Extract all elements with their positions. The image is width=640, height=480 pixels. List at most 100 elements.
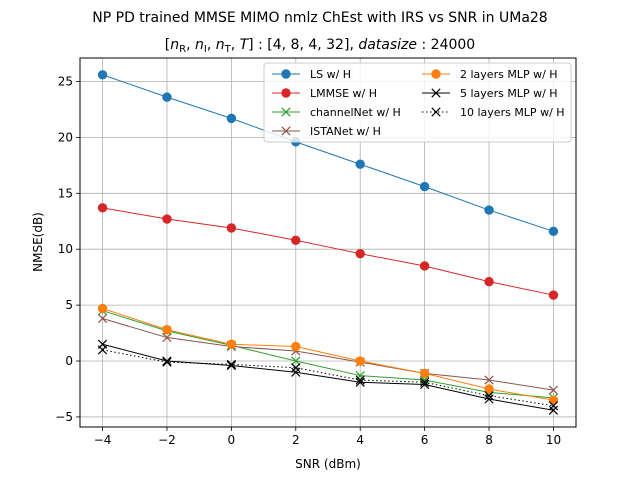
x-tick-label: 2 (292, 433, 300, 447)
series-line (102, 349, 554, 407)
data-point (162, 214, 172, 224)
data-point (162, 357, 172, 367)
data-point (548, 405, 559, 415)
legend-label: LMMSE w/ H (310, 87, 377, 100)
data-point (97, 313, 108, 324)
x-tick-label: 8 (485, 433, 493, 447)
legend-marker (281, 126, 291, 136)
legend-label: 10 layers MLP w/ H (460, 106, 565, 119)
data-point-stroke (419, 377, 430, 387)
data-point-stroke (484, 375, 494, 385)
data-point (97, 70, 108, 80)
legend-marker-stroke (431, 107, 441, 117)
data-point (226, 359, 237, 370)
data-point-stroke (162, 356, 172, 366)
data-point-stroke (291, 363, 301, 373)
legend-label: channelNet w/ H (310, 106, 401, 119)
data-point (355, 356, 365, 366)
legend-marker-stroke (281, 126, 291, 136)
plot-area (79, 57, 577, 428)
legend-marker-stroke (431, 88, 441, 98)
data-point-stroke (419, 375, 430, 385)
data-point-stroke (162, 332, 172, 343)
data-point (484, 384, 494, 394)
series-2 (97, 203, 559, 300)
data-point-stroke (162, 357, 172, 367)
data-point-stroke (548, 405, 559, 415)
y-tick-label: 10 (58, 242, 73, 256)
y-axis-label: NMSE(dB) (31, 212, 45, 272)
y-tick-label: −5 (55, 410, 73, 424)
x-tick-label: −4 (94, 433, 112, 447)
series-line (102, 310, 554, 399)
chart-subtitle: [nR, nI, nT, T] : [4, 8, 4, 32], datasiz… (165, 37, 475, 55)
data-point (162, 332, 172, 343)
series-line (102, 207, 554, 296)
data-point (419, 377, 430, 387)
data-point-stroke (291, 356, 301, 366)
data-point-stroke (355, 375, 365, 385)
data-point (355, 248, 365, 259)
data-point (548, 226, 559, 237)
data-point (226, 360, 237, 371)
data-point-stroke (419, 379, 430, 390)
data-point-stroke (226, 360, 237, 371)
legend-marker (431, 88, 441, 98)
x-axis-label: SNR (dBm) (295, 457, 361, 471)
data-point (484, 391, 494, 401)
data-point (97, 345, 108, 355)
legend-label: 5 layers MLP w/ H (460, 87, 558, 100)
data-point-stroke (355, 377, 365, 387)
legend-marker (431, 107, 441, 117)
series-7 (97, 345, 559, 411)
data-point (355, 370, 365, 381)
data-point (291, 341, 301, 352)
ticks: −4 −2 0 2 4 6 8 10 −5 0 5 10 15 20 25 (55, 74, 561, 447)
data-point (291, 367, 301, 377)
data-point (291, 356, 301, 366)
legend-label: LS w/ H (310, 68, 351, 81)
data-point-stroke (97, 313, 108, 324)
series-line (102, 74, 554, 232)
data-point (484, 205, 494, 215)
data-point (419, 368, 430, 379)
legend-marker-stroke (281, 107, 291, 117)
series-line (102, 318, 554, 391)
x-tick-label: 4 (356, 433, 364, 447)
legend-label: 2 layers MLP w/ H (460, 68, 558, 81)
data-point (226, 223, 237, 233)
data-point (548, 395, 559, 405)
x-tick-label: −2 (158, 433, 176, 447)
data-point (548, 401, 559, 411)
series-layer (97, 70, 559, 415)
data-point (97, 203, 108, 213)
data-point (548, 290, 559, 300)
data-point-stroke (548, 385, 559, 395)
legend-marker (431, 69, 441, 79)
legend: LS w/ H LMMSE w/ H channelNet w/ H ISTANet … (263, 62, 572, 143)
data-point (226, 339, 237, 349)
series-line (102, 307, 554, 401)
series-line (102, 343, 554, 411)
data-point-stroke (226, 359, 237, 370)
chart-title: NP PD trained MMSE MIMO nmlz ChEst with … (92, 10, 547, 26)
data-point (162, 356, 172, 366)
x-tick-label: 0 (228, 433, 236, 447)
data-point-stroke (291, 367, 301, 377)
legend-marker (281, 107, 291, 117)
y-tick-label: 25 (58, 74, 73, 88)
series-5 (97, 303, 559, 405)
data-point (355, 375, 365, 385)
data-point-stroke (548, 401, 559, 411)
data-point-stroke (355, 370, 365, 381)
legend-label: ISTANet w/ H (310, 125, 381, 138)
data-point-stroke (484, 391, 494, 401)
series-6 (97, 339, 559, 415)
y-tick-label: 15 (58, 186, 73, 200)
data-point (291, 235, 301, 245)
legend-box (263, 62, 572, 143)
data-point (548, 385, 559, 395)
legend-marker (281, 88, 291, 98)
y-tick-label: 5 (65, 298, 73, 312)
